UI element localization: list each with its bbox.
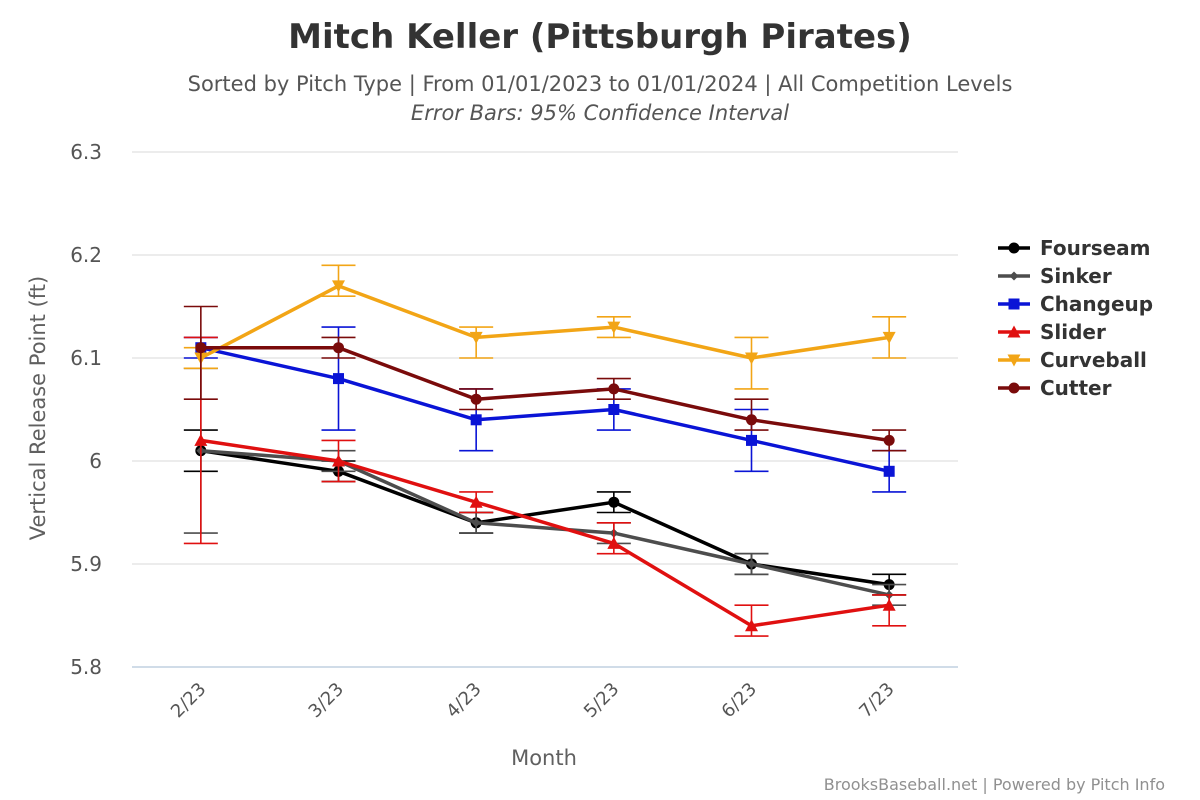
legend-item-cutter[interactable]: Cutter bbox=[998, 376, 1112, 400]
changeup-point[interactable] bbox=[883, 465, 895, 477]
cutter-line bbox=[200, 345, 890, 443]
chart-subtitle: Sorted by Pitch Type | From 01/01/2023 t… bbox=[188, 72, 1013, 97]
y-axis-title: Vertical Release Point (ft) bbox=[26, 276, 50, 540]
series bbox=[183, 264, 907, 637]
legend-label: Changeup bbox=[1040, 292, 1153, 316]
credits[interactable]: BrooksBaseball.net | Powered by Pitch In… bbox=[824, 775, 1165, 794]
fourseam-point[interactable] bbox=[608, 496, 620, 508]
changeup-point[interactable] bbox=[746, 434, 757, 446]
x-tick-label: 5/23 bbox=[580, 679, 623, 722]
y-tick-label: 6.2 bbox=[70, 243, 102, 267]
changeup-point[interactable] bbox=[470, 414, 482, 426]
curveball-point[interactable] bbox=[882, 331, 896, 344]
legend-marker bbox=[1008, 298, 1020, 310]
y-tick-label: 6.3 bbox=[70, 140, 102, 164]
series-slider bbox=[183, 336, 907, 637]
chart-subtitle-error-bars: Error Bars: 95% Confidence Interval bbox=[411, 101, 789, 125]
x-axis-title: Month bbox=[511, 746, 577, 770]
cutter-point[interactable] bbox=[333, 342, 344, 354]
legend-marker bbox=[1007, 354, 1021, 367]
legend-label: Curveball bbox=[1040, 348, 1147, 372]
curveball-point[interactable] bbox=[607, 321, 621, 334]
legend-label: Slider bbox=[1040, 320, 1106, 344]
slider-point[interactable] bbox=[332, 454, 345, 467]
slider-line bbox=[200, 438, 890, 628]
curveball-line bbox=[200, 284, 890, 360]
legend-marker bbox=[1008, 382, 1020, 394]
slider-point[interactable] bbox=[882, 598, 896, 611]
legend-marker bbox=[1009, 271, 1019, 281]
slider-point[interactable] bbox=[469, 495, 483, 508]
legend-label: Sinker bbox=[1040, 264, 1112, 288]
curveball-point[interactable] bbox=[332, 280, 345, 293]
y-axis-ticks: 5.8 5.9 6 6.1 6.2 6.3 bbox=[70, 140, 102, 679]
legend-item-changeup[interactable]: Changeup bbox=[998, 292, 1153, 316]
series-curveball bbox=[183, 264, 907, 390]
x-tick-label: 3/23 bbox=[305, 679, 348, 722]
legend-marker bbox=[1007, 325, 1021, 338]
legend-marker bbox=[1008, 242, 1020, 254]
changeup-point[interactable] bbox=[608, 404, 620, 415]
sinker-point[interactable] bbox=[471, 518, 481, 528]
slider-point[interactable] bbox=[194, 433, 208, 446]
changeup-point[interactable] bbox=[333, 373, 344, 385]
y-tick-label: 5.9 bbox=[70, 552, 102, 576]
x-tick-label: 6/23 bbox=[718, 679, 761, 722]
cutter-point[interactable] bbox=[883, 434, 895, 446]
slider-point[interactable] bbox=[745, 619, 758, 632]
cutter-point[interactable] bbox=[608, 383, 620, 395]
legend-item-fourseam[interactable]: Fourseam bbox=[998, 236, 1151, 260]
x-tick-label: 2/23 bbox=[167, 679, 210, 722]
x-tick-label: 4/23 bbox=[442, 679, 485, 722]
sinker-point[interactable] bbox=[747, 559, 756, 569]
x-tick-label: 7/23 bbox=[855, 679, 898, 722]
cutter-point[interactable] bbox=[195, 342, 207, 354]
y-tick-label: 6.1 bbox=[70, 346, 102, 370]
chart-title: Mitch Keller (Pittsburgh Pirates) bbox=[288, 17, 912, 57]
legend-item-slider[interactable]: Slider bbox=[998, 320, 1106, 344]
x-axis-ticks: 2/23 3/23 4/23 5/23 6/23 7/23 bbox=[167, 679, 899, 722]
legend-label: Fourseam bbox=[1040, 236, 1151, 260]
curveball-point[interactable] bbox=[745, 352, 758, 365]
y-tick-label: 5.8 bbox=[70, 655, 102, 679]
cutter-point[interactable] bbox=[470, 393, 482, 405]
curveball-point[interactable] bbox=[469, 331, 483, 344]
slider-point[interactable] bbox=[607, 536, 621, 549]
legend-label: Cutter bbox=[1040, 376, 1112, 400]
series-cutter bbox=[183, 305, 907, 452]
gridlines bbox=[132, 151, 958, 668]
legend-item-sinker[interactable]: Sinker bbox=[998, 264, 1112, 288]
y-tick-label: 6 bbox=[89, 449, 102, 473]
cutter-point[interactable] bbox=[746, 414, 757, 426]
legend[interactable]: Fourseam Sinker Changeup Slider Curveball Cut… bbox=[998, 236, 1153, 400]
legend-item-curveball[interactable]: Curveball bbox=[998, 348, 1147, 372]
changeup-line bbox=[200, 345, 890, 474]
